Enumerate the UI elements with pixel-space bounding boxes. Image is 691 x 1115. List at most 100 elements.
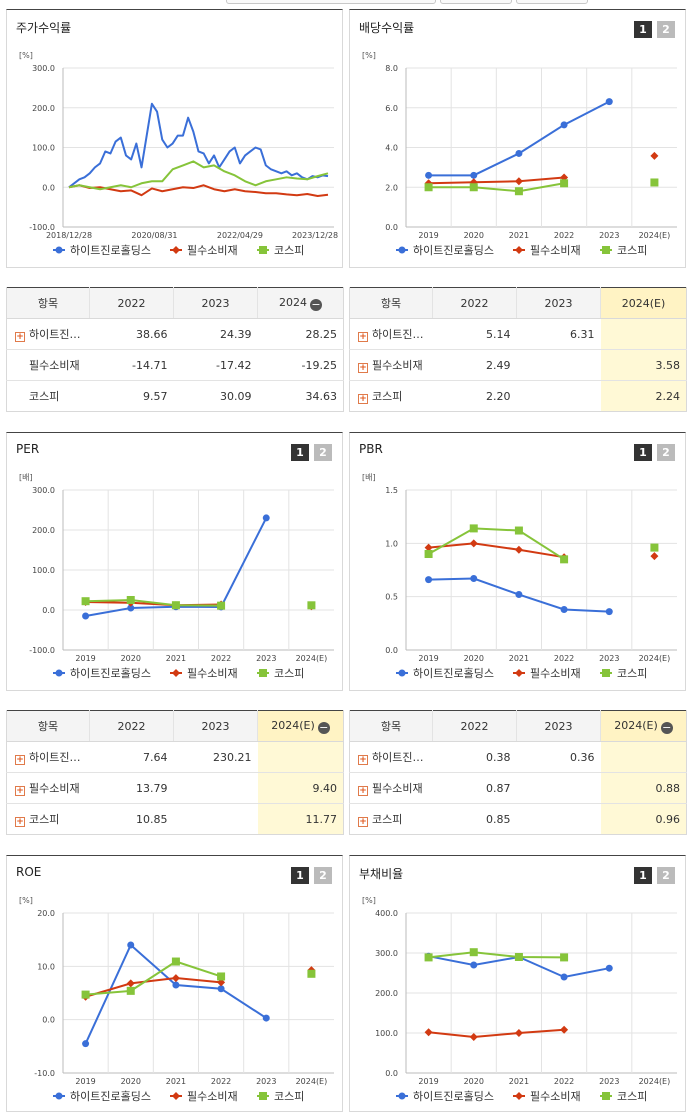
table-cell: 6.31 — [516, 318, 601, 350]
chart-toggle-1-button[interactable]: 1 — [291, 867, 309, 884]
y-axis-unit-label: [배] — [362, 473, 376, 482]
expand-plus-icon[interactable]: + — [358, 755, 368, 765]
series-line-hite-jinro-holdings — [68, 102, 329, 189]
data-point-consumer-staples — [514, 177, 523, 186]
expand-plus-icon[interactable]: + — [15, 332, 25, 342]
expand-plus-icon[interactable]: + — [15, 755, 25, 765]
row-label-cell: + 필수소비재 — [349, 349, 433, 381]
toolbar-control[interactable] — [226, 0, 436, 4]
table-cell: 9.40 — [257, 772, 344, 804]
row-label: 코스피 — [29, 813, 60, 826]
y-tick-label: 10.0 — [37, 962, 55, 971]
panel-title: PBR — [359, 442, 383, 456]
y-tick-label: 20.0 — [37, 909, 55, 918]
legend-label-hite-jinro-holdings: 하이트진로홀딩스 — [413, 243, 494, 257]
data-point-kospi — [469, 524, 478, 533]
chart-toggle-2-button[interactable]: 2 — [314, 867, 332, 884]
row-label-cell: 필수소비재 — [6, 349, 90, 381]
header-label: 2024(E) — [271, 718, 315, 732]
legend-marker-kospi — [259, 669, 267, 677]
x-tick-label: 2019 — [418, 1077, 438, 1086]
row-label: 하이트진… — [29, 328, 81, 341]
data-point-hite-jinro-holdings — [82, 1040, 90, 1048]
data-point-hite-jinro-holdings — [605, 98, 613, 106]
data-point-hite-jinro-holdings — [560, 121, 568, 129]
legend-label-kospi: 코스피 — [274, 244, 304, 257]
row-label-cell: + 필수소비재 — [6, 772, 90, 804]
legend-marker-consumer-staples — [172, 669, 180, 677]
x-tick-label: 2022 — [554, 1077, 574, 1086]
data-point-hite-jinro-holdings — [82, 612, 90, 620]
legend-marker-kospi — [259, 1092, 267, 1100]
expand-plus-icon[interactable]: + — [358, 363, 368, 373]
toolbar-control[interactable] — [516, 0, 588, 4]
y-tick-label: -10.0 — [34, 1069, 55, 1078]
data-point-kospi — [424, 550, 433, 558]
collapse-minus-icon[interactable]: − — [310, 297, 322, 311]
chart-toggle-2-button[interactable]: 2 — [657, 444, 675, 461]
roe-chart: [%] 20.0 10.0 0.0 -10.0 2019 2020 2021 2022 2023 2… — [19, 896, 334, 1103]
series-line-consumer-staples — [68, 184, 329, 197]
series-line-consumer-staples — [428, 176, 565, 185]
table-row: 코스피 9.57 30.09 34.63 — [6, 380, 344, 412]
legend-marker-hite-jinro-holdings — [55, 246, 63, 254]
table-cell: 0.88 — [600, 772, 687, 804]
legend-label-hite-jinro-holdings: 하이트진로홀딩스 — [413, 666, 494, 680]
table-row: 필수소비재 -14.71 -17.42 -19.25 — [6, 349, 344, 381]
x-tick-label: 2021 — [166, 1077, 186, 1086]
table-row: + 하이트진… 7.64 230.21 — [6, 741, 344, 773]
legend-label-kospi: 코스피 — [274, 667, 304, 680]
chart-toggle-2-button[interactable]: 2 — [657, 21, 675, 38]
chart-toggle-2-button[interactable]: 2 — [657, 867, 675, 884]
expand-plus-icon[interactable]: + — [15, 817, 25, 827]
table-cell: 0.85 — [432, 803, 517, 835]
header-label: 항목 — [37, 297, 59, 310]
per-chart: [배] 300.0 200.0 100.0 0.0 -100.0 2019 2020 2021 2… — [19, 473, 334, 680]
expand-plus-icon[interactable]: + — [358, 332, 368, 342]
table-cell — [516, 349, 601, 381]
toolbar-control[interactable] — [440, 0, 512, 4]
data-point-consumer-staples — [424, 543, 433, 552]
expand-plus-icon[interactable]: + — [358, 817, 368, 827]
collapse-minus-icon[interactable]: − — [317, 720, 330, 734]
chart-toggle-1-button[interactable]: 1 — [634, 444, 652, 461]
legend-label-kospi: 코스피 — [617, 667, 647, 680]
header-label: 2022 — [117, 719, 146, 733]
header-label: 2022 — [460, 296, 489, 310]
legend-label-consumer-staples: 필수소비재 — [530, 1090, 581, 1103]
data-point-consumer-staples — [650, 552, 659, 561]
expand-plus-icon[interactable]: + — [358, 786, 368, 796]
pbr-chart: [배] 1.5 1.0 0.5 0.0 2019 2020 2021 2022 2023 2024(… — [362, 473, 677, 680]
legend-label-hite-jinro-holdings: 하이트진로홀딩스 — [70, 243, 151, 257]
header-label: 2023 — [544, 719, 573, 733]
table-row: + 코스피 0.85 0.96 — [349, 803, 687, 835]
chart-toggle-1-button[interactable]: 1 — [634, 867, 652, 884]
table-cell: 28.25 — [257, 318, 344, 350]
table-row: + 필수소비재 0.87 0.88 — [349, 772, 687, 804]
y-tick-label: 200.0 — [375, 989, 398, 998]
table-cell: 9.57 — [89, 380, 174, 412]
x-tick-label: 2023/12/28 — [292, 231, 338, 240]
chart-panel-stock-return: 주가수익률 [%] 300.0 200.0 100.0 0.0 -100.0 2018/12… — [6, 9, 343, 268]
y-tick-label: 200.0 — [32, 526, 55, 535]
chart-toggle-2-button[interactable]: 2 — [314, 444, 332, 461]
data-point-consumer-staples — [171, 974, 180, 983]
expand-plus-icon[interactable]: + — [358, 394, 368, 404]
x-tick-label: 2020 — [464, 1077, 484, 1086]
debt-ratio-chart: [%] 400.0 300.0 200.0 100.0 0.0 2019 2020 2021 20… — [362, 896, 677, 1103]
x-tick-label: 2023 — [256, 1077, 276, 1086]
legend-label-consumer-staples: 필수소비재 — [530, 244, 581, 257]
row-label: 코스피 — [372, 813, 403, 826]
table-cell: 30.09 — [173, 380, 258, 412]
data-point-kospi — [424, 953, 433, 962]
chart-toggle-1-button[interactable]: 1 — [634, 21, 652, 38]
y-axis-unit-label: [%] — [362, 51, 376, 60]
expand-plus-icon[interactable]: + — [15, 786, 25, 796]
collapse-minus-icon[interactable]: − — [660, 720, 673, 734]
table-header-cell: 항목 — [349, 710, 433, 742]
chart-toggle-1-button[interactable]: 1 — [291, 444, 309, 461]
legend-label-hite-jinro-holdings: 하이트진로홀딩스 — [70, 1089, 151, 1103]
